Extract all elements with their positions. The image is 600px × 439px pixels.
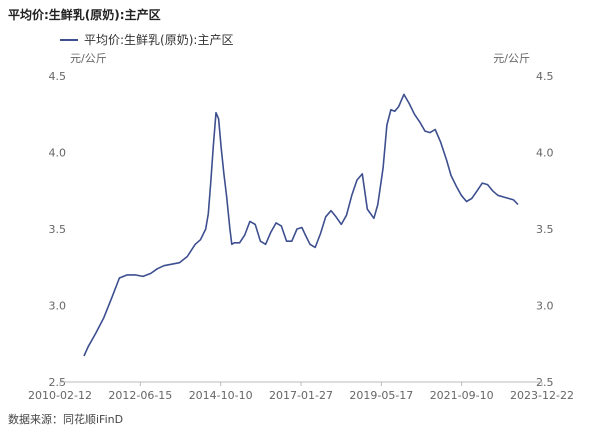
x-tick-label: 2012-06-15 (108, 389, 172, 402)
y-tick-label-left: 4.5 (49, 70, 67, 83)
x-tick-label: 2017-01-27 (269, 389, 333, 402)
x-tick-label: 2010-02-12 (28, 389, 92, 402)
legend[interactable]: 平均价:生鲜乳(原奶):主产区 (60, 31, 233, 48)
y-tick-label-left: 3.5 (49, 223, 67, 236)
data-source: 数据来源：同花顺iFinD (8, 413, 124, 426)
y-tick-label-right: 4.0 (536, 147, 554, 160)
right-axis-unit: 元/公斤 (493, 52, 530, 65)
x-tick-label: 2023-12-22 (510, 389, 574, 402)
y-tick-label-right: 2.5 (536, 376, 554, 389)
y-tick-label-left: 3.0 (49, 300, 67, 313)
left-axis-unit: 元/公斤 (70, 52, 107, 65)
y-axis-right: 2.5 3.0 3.5 4.0 4.5 (536, 70, 554, 389)
legend-line-swatch (60, 38, 78, 41)
y-axis-left: 2.5 3.0 3.5 4.0 4.5 (49, 70, 67, 389)
legend-label: 平均价:生鲜乳(原奶):主产区 (84, 33, 234, 47)
y-tick-label-right: 3.5 (536, 223, 554, 236)
x-tick-label: 2021-09-10 (430, 389, 494, 402)
series-line (83, 93, 519, 357)
y-tick-label-left: 4.0 (49, 147, 67, 160)
x-tick-label: 2014-10-10 (189, 389, 253, 402)
x-tick-label: 2019-05-17 (349, 389, 413, 402)
y-tick-label-right: 3.0 (536, 300, 554, 313)
y-tick-label-right: 4.5 (536, 70, 554, 83)
y-tick-label-left: 2.5 (49, 376, 67, 389)
chart-title: 平均价:生鲜乳(原奶):主产区 (8, 8, 161, 22)
x-axis-ticks: 2010-02-12 2012-06-15 2014-10-10 2017-01-27… (28, 382, 574, 402)
